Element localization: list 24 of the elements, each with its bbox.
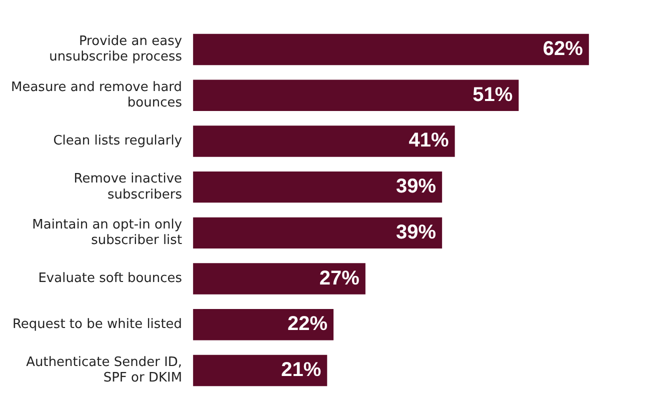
y-tick-label: Evaluate soft bounces (38, 271, 182, 286)
y-tick-label: Provide an easy unsubscribe process (49, 34, 182, 65)
bar (193, 217, 442, 249)
bar (193, 309, 334, 340)
data-label: 39% (396, 221, 436, 244)
data-label: 51% (472, 84, 513, 106)
bar (193, 80, 519, 111)
y-tick-label: Request to be white listed (12, 317, 182, 332)
y-tick-label: Authenticate Sender ID, SPF or DKIM (26, 355, 182, 386)
data-label: 39% (396, 176, 436, 198)
bar (193, 263, 366, 294)
data-label: 27% (319, 267, 360, 290)
data-label: 62% (542, 38, 584, 60)
y-tick-label: Measure and remove hard bounces (10, 80, 182, 111)
bar (193, 171, 442, 203)
bar (193, 354, 328, 386)
data-label: 21% (281, 358, 322, 381)
bar (193, 34, 589, 66)
y-tick-label: Maintain an opt-in only subscriber list (32, 218, 182, 248)
y-tick-label: Remove inactive subscribers (74, 172, 182, 202)
data-label: 41% (408, 130, 450, 152)
y-tick-label: Clean lists regularly (53, 134, 182, 149)
bar (193, 126, 455, 157)
data-label: 22% (287, 313, 328, 336)
